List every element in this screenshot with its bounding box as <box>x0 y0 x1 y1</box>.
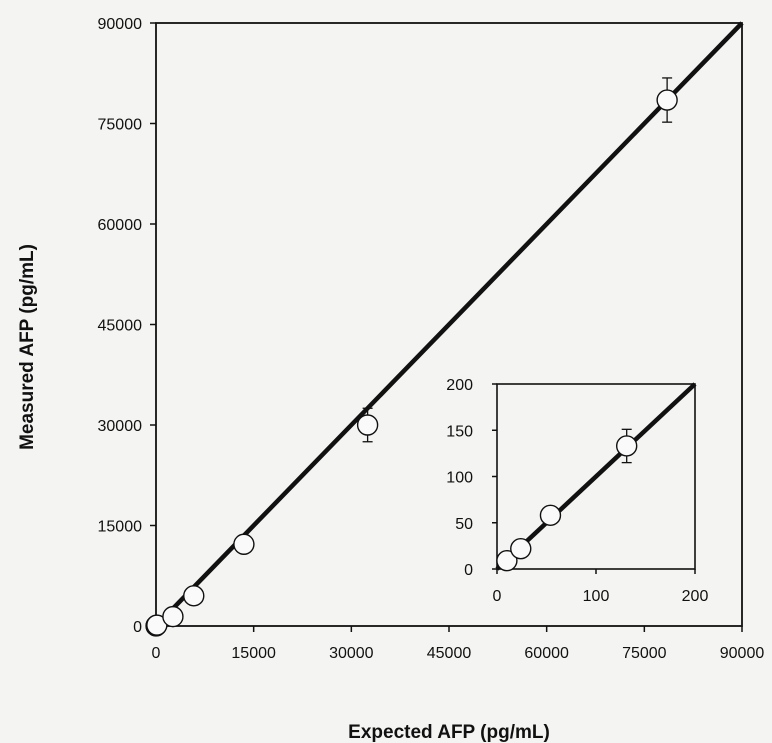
inset-data-point <box>510 537 532 560</box>
main-data-point <box>162 605 184 628</box>
inset-y-tick-label: 200 <box>446 377 473 394</box>
inset-y-tick-label: 0 <box>464 562 473 579</box>
main-y-tick-label: 15000 <box>98 519 143 536</box>
inset-data-point <box>496 549 518 572</box>
main-x-tick-label: 75000 <box>622 645 667 662</box>
main-data-point <box>356 414 379 436</box>
main-y-tick-label: 0 <box>133 619 142 636</box>
y-axis-title: Measured AFP (pg/mL) <box>17 244 38 450</box>
inset-y-tick-label: 50 <box>455 516 473 533</box>
inset-fit-line <box>495 382 697 571</box>
main-y-tick-label: 60000 <box>98 217 143 234</box>
main-x-tick-label: 15000 <box>231 645 276 662</box>
main-y-tick-label: 75000 <box>98 117 143 134</box>
main-plot: 0 15000 30000 45000 60000 75000 90000015000300… <box>98 16 765 662</box>
inset-plot: 0 100 200 0 50 100 150 200 <box>446 377 708 605</box>
inset-x-tick-label: 100 <box>583 588 610 605</box>
x-axis-title: Expected AFP (pg/mL) <box>348 722 550 743</box>
main-data-point <box>656 89 678 111</box>
main-y-tick-label: 90000 <box>98 16 143 33</box>
main-y-tick-label: 45000 <box>98 318 143 335</box>
inset-data-point <box>615 435 638 457</box>
inset-x-tick-label: 0 <box>493 588 502 605</box>
inset-x-tick-label: 200 <box>682 588 709 605</box>
inset-y-tick-label: 100 <box>446 470 473 487</box>
inset-y-tick-label: 150 <box>446 423 473 440</box>
main-fit-line <box>154 21 744 628</box>
main-x-tick-label: 30000 <box>329 645 374 662</box>
main-x-tick-label: 60000 <box>524 645 569 662</box>
main-data-point <box>233 533 255 555</box>
main-x-tick-label: 0 <box>152 645 161 662</box>
main-y-tick-label: 30000 <box>98 418 143 435</box>
inset-data-point <box>539 504 562 527</box>
main-data-point <box>183 585 205 607</box>
main-x-tick-label: 45000 <box>427 645 472 662</box>
main-x-tick-label: 90000 <box>720 645 765 662</box>
